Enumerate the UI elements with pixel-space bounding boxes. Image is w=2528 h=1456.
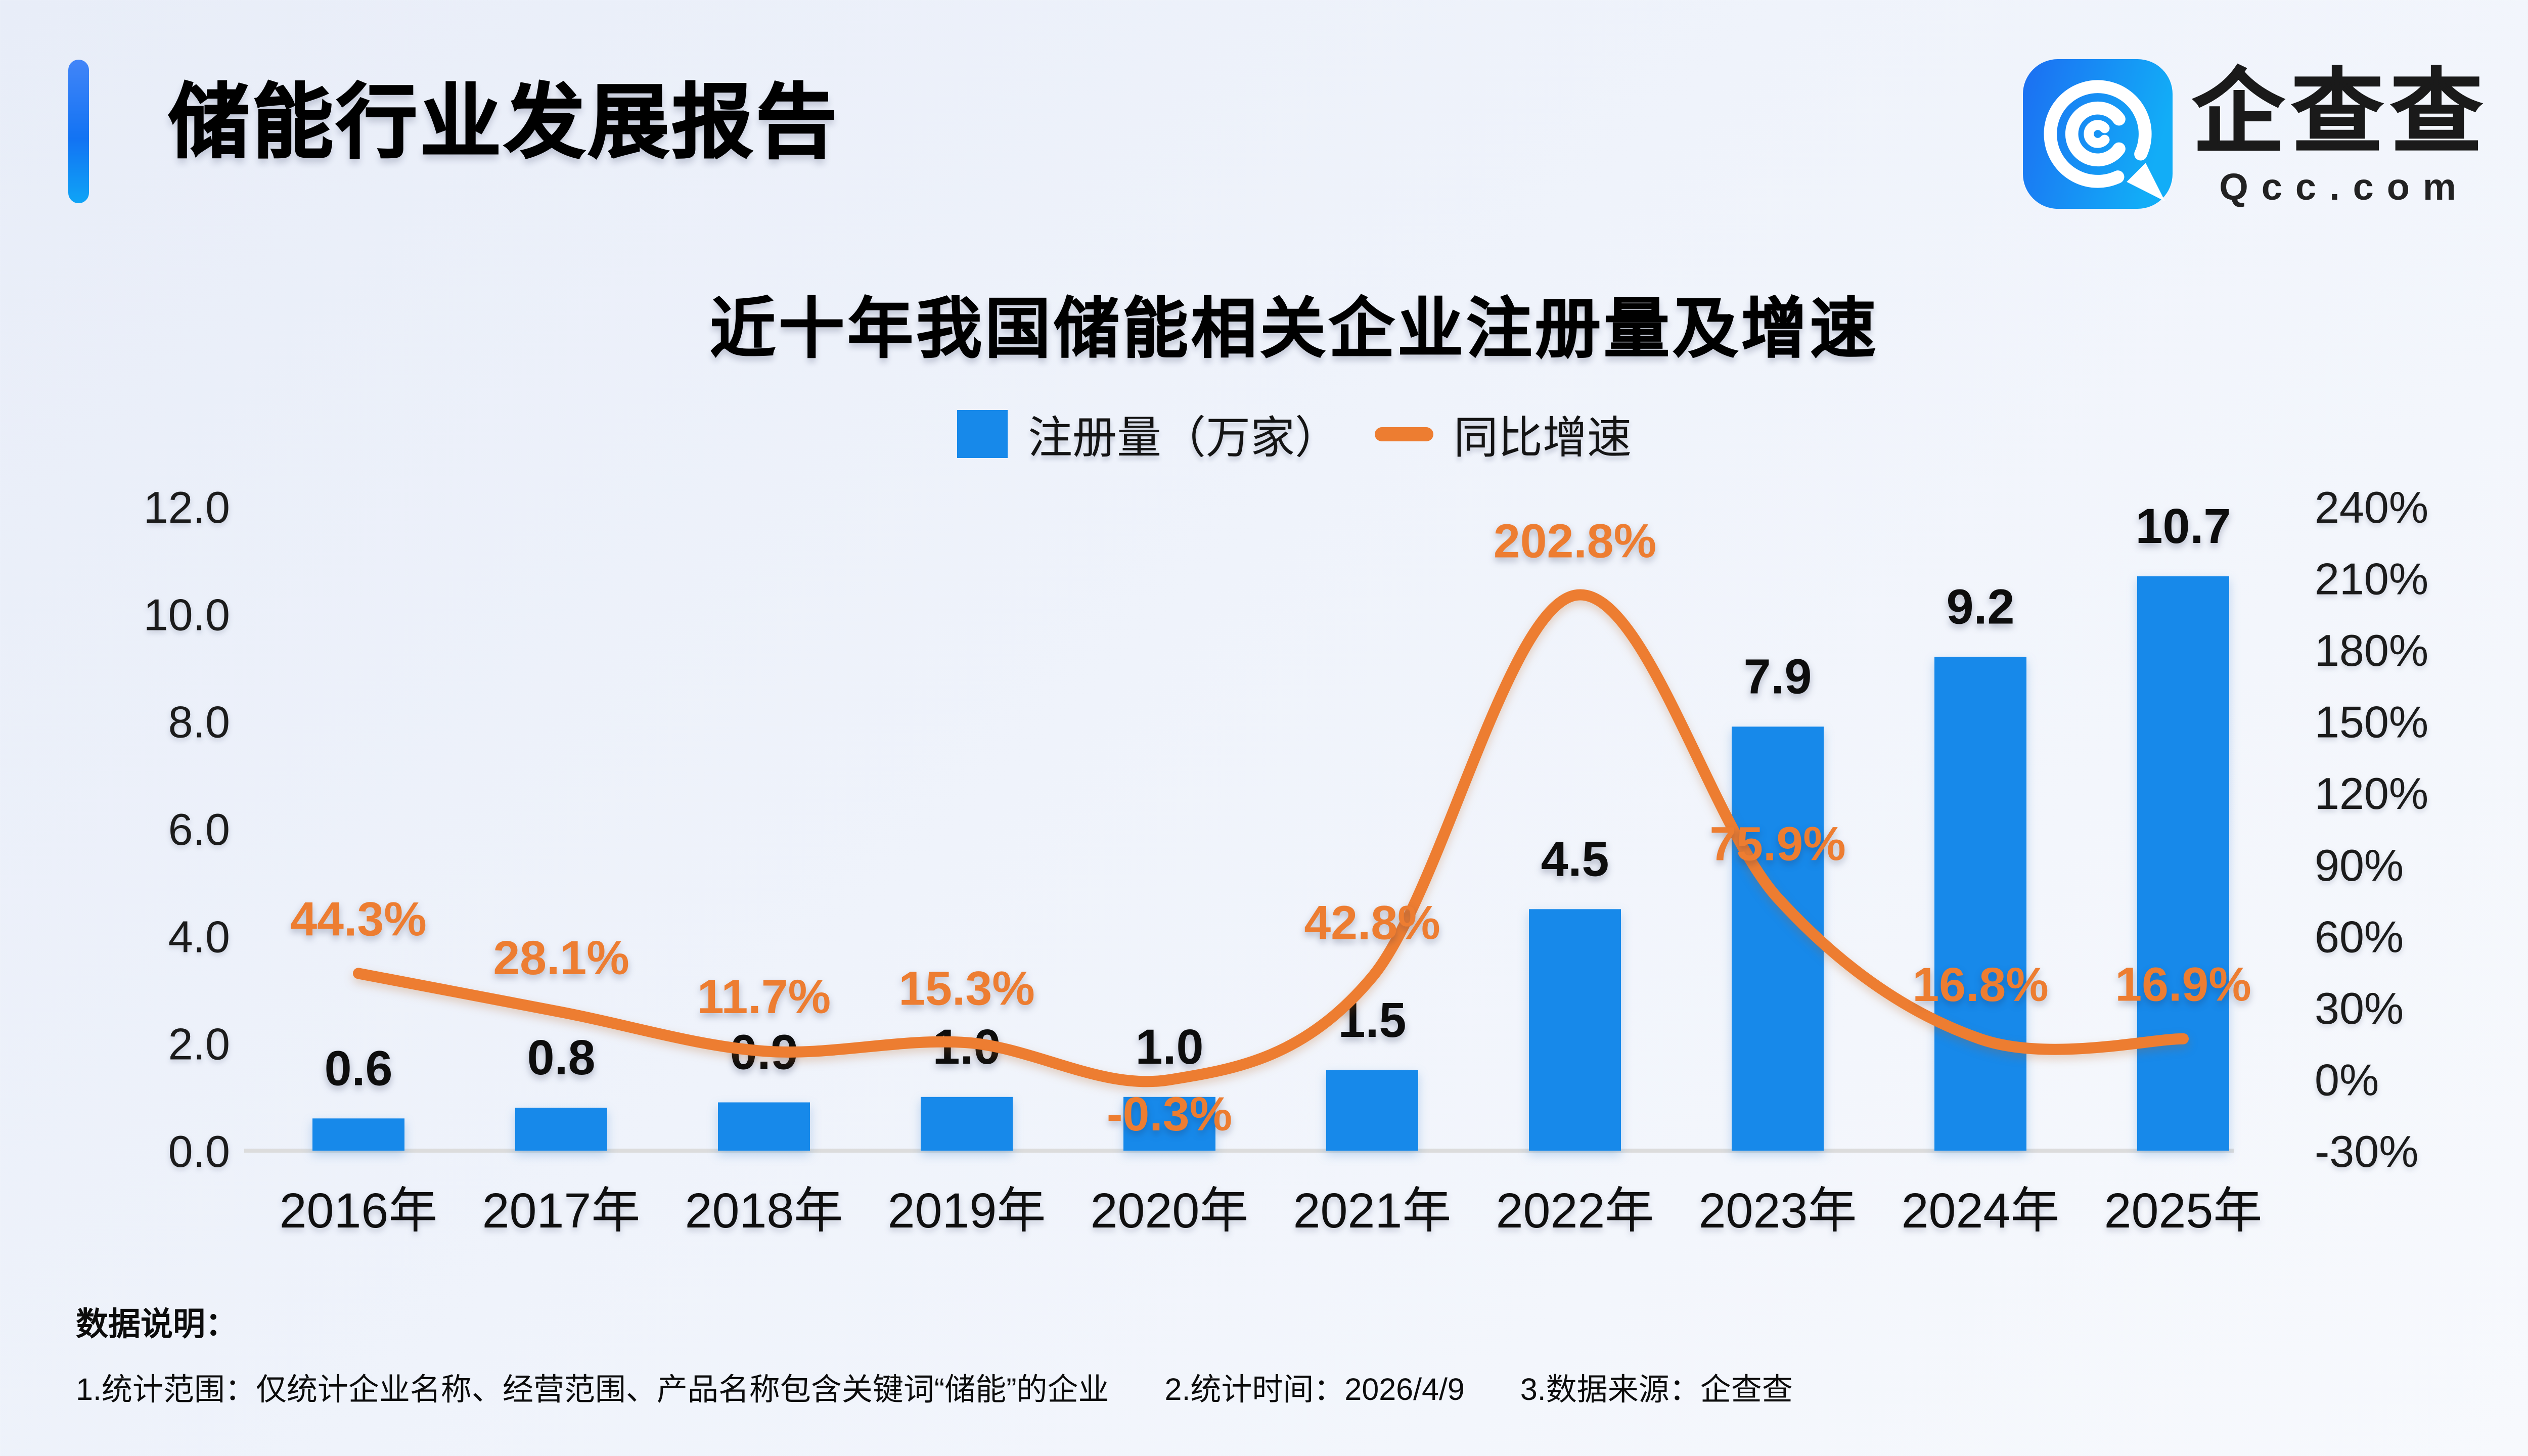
x-axis-label: 2018年 <box>685 1183 843 1238</box>
qcc-logo: 企查查 Qcc.com <box>2021 59 2490 209</box>
chart-legend: 注册量（万家） 同比增速 <box>0 402 2528 466</box>
logo-name: 企查查 <box>2192 61 2490 164</box>
right-axis-tick: 210% <box>2315 554 2428 604</box>
bar-value-label: 4.5 <box>1541 831 1609 886</box>
x-axis-label: 2024年 <box>1902 1183 2060 1238</box>
note-item: 1.统计范围：仅统计企业名称、经营范围、产品名称包含关键词“储能”的企业 <box>76 1372 1109 1406</box>
logo-domain: Qcc.com <box>2219 166 2469 208</box>
notes-line: 1.统计范围：仅统计企业名称、经营范围、产品名称包含关键词“储能”的企业 2.统… <box>76 1364 1793 1409</box>
note-item: 3.数据来源：企查查 <box>1520 1372 1793 1406</box>
bar-2018年 <box>718 1102 810 1151</box>
bar-value-label: 1.0 <box>1136 1019 1204 1074</box>
notes-heading: 数据说明： <box>76 1306 238 1342</box>
legend-bar-swatch <box>957 410 1008 458</box>
left-axis-tick: 12.0 <box>144 482 230 532</box>
right-axis-tick: 60% <box>2315 912 2404 962</box>
x-axis-label: 2023年 <box>1699 1183 1857 1238</box>
growth-value-label: 28.1% <box>493 931 629 985</box>
bar-value-label: 0.8 <box>527 1030 596 1085</box>
qcc-logo-icon <box>2023 59 2173 209</box>
bar-value-label: 0.6 <box>325 1040 393 1096</box>
left-axis-tick: 6.0 <box>168 804 230 854</box>
left-axis-tick: 2.0 <box>168 1019 230 1069</box>
x-axis-label: 2016年 <box>280 1183 438 1238</box>
page-title: 储能行业发展报告 <box>167 77 840 167</box>
legend-line-swatch <box>1375 427 1433 441</box>
growth-line <box>353 589 2189 1087</box>
right-axis-tick: 30% <box>2315 983 2404 1033</box>
right-axis-tick: -30% <box>2315 1126 2418 1176</box>
qcc-logo-text: 企查查 Qcc.com <box>2192 59 2490 208</box>
bar-2024年 <box>1934 657 2026 1151</box>
growth-value-label: 16.9% <box>2115 958 2251 1012</box>
header-accent-bar <box>68 60 89 203</box>
right-axis-tick: 180% <box>2315 625 2428 675</box>
bar-value-label: 7.9 <box>1744 649 1812 704</box>
x-axis-label: 2025年 <box>2104 1183 2263 1238</box>
growth-value-label: 42.8% <box>1304 896 1440 950</box>
bar-2020年 <box>1123 1097 1215 1151</box>
x-axis-label: 2019年 <box>888 1183 1046 1238</box>
x-axis-label: 2021年 <box>1293 1183 1452 1238</box>
left-axis-tick: 0.0 <box>168 1126 230 1176</box>
right-axis-tick: 90% <box>2315 840 2404 890</box>
growth-value-label: -0.3% <box>1107 1087 1232 1141</box>
bar-2017年 <box>515 1108 607 1151</box>
bar-2021年 <box>1326 1070 1418 1151</box>
growth-value-label: 15.3% <box>898 962 1034 1015</box>
combo-chart: 0.0 2.0 4.0 6.0 8.0 10.0 12.0 -30% 0% 30% 60% 90% 12… <box>144 482 2428 1238</box>
bar-2025年 <box>2137 576 2229 1151</box>
chart-title: 近十年我国储能相关企业注册量及增速 <box>709 291 1879 366</box>
left-axis-tick: 10.0 <box>144 589 230 640</box>
growth-value-label: 44.3% <box>290 892 426 946</box>
right-axis-tick: 0% <box>2315 1055 2379 1105</box>
x-axis-label: 2017年 <box>482 1183 641 1238</box>
growth-value-label: 16.8% <box>1912 958 2048 1012</box>
note-item: 2.统计时间：2026/4/9 <box>1164 1372 1465 1406</box>
bar-2023年 <box>1732 726 1824 1151</box>
left-axis-tick: 4.0 <box>168 912 230 962</box>
right-axis-tick: 150% <box>2315 697 2428 747</box>
growth-value-label: 202.8% <box>1494 515 1656 568</box>
left-axis-tick: 8.0 <box>168 697 230 747</box>
legend-bar-label: 注册量（万家） <box>1027 413 1339 463</box>
right-axis-tick: 240% <box>2315 482 2428 532</box>
bar-2019年 <box>921 1097 1013 1151</box>
right-axis-tick: 120% <box>2315 768 2428 818</box>
growth-value-label: 75.9% <box>1709 817 1845 871</box>
legend-line-label: 同比增速 <box>1454 413 1632 463</box>
bar-2016年 <box>312 1118 404 1151</box>
bar-value-label: 9.2 <box>1947 579 2015 634</box>
x-axis-label: 2020年 <box>1091 1183 1249 1238</box>
growth-value-label: 11.7% <box>697 970 831 1024</box>
x-axis-label: 2022年 <box>1496 1183 1654 1238</box>
bar-2022年 <box>1529 909 1621 1151</box>
bar-value-label: 10.7 <box>2136 498 2231 554</box>
